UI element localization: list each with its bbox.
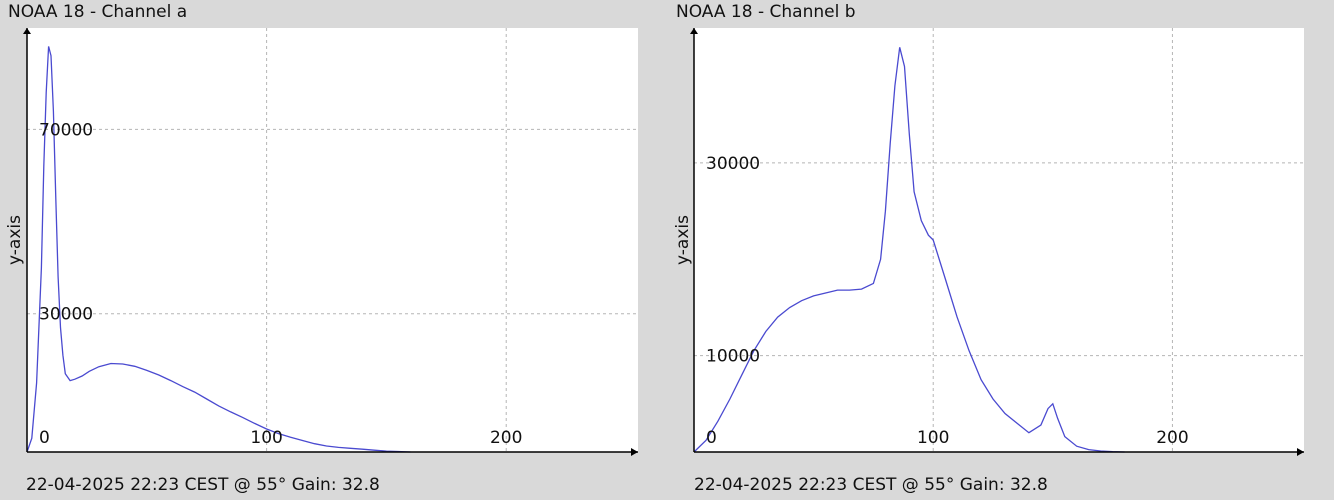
y-tick-label: 70000 bbox=[39, 120, 93, 140]
chart-footer: 22-04-2025 22:23 CEST @ 55° Gain: 32.8 bbox=[694, 475, 1048, 495]
y-tick-label: 30000 bbox=[39, 305, 93, 325]
chart-panel-b: NOAA 18 - Channel b 0 100 200 10000 30000 y-a… bbox=[668, 0, 1308, 500]
chart-b-svg: 0 100 200 10000 30000 y-axis bbox=[673, 28, 1304, 456]
chart-panel-a: NOAA 18 - Channel a 0 100 200 30000 70000 y-a… bbox=[0, 0, 640, 500]
x-tick-label: 200 bbox=[1156, 428, 1188, 448]
y-axis-label: y-axis bbox=[5, 215, 25, 265]
x-tick-label: 100 bbox=[250, 428, 282, 448]
chart-a-svg: 0 100 200 30000 70000 y-axis bbox=[5, 28, 638, 456]
x-axis-arrow bbox=[631, 448, 638, 456]
plot-area bbox=[27, 28, 638, 452]
chart-title: NOAA 18 - Channel a bbox=[8, 2, 188, 22]
data-line bbox=[693, 47, 1125, 453]
chart-footer: 22-04-2025 22:23 CEST @ 55° Gain: 32.8 bbox=[26, 475, 380, 495]
x-tick-label: 200 bbox=[490, 428, 522, 448]
x-tick-label: 100 bbox=[917, 428, 949, 448]
y-axis-label: y-axis bbox=[673, 215, 693, 265]
y-tick-label: 10000 bbox=[706, 347, 760, 367]
y-tick-label: 30000 bbox=[706, 154, 760, 174]
x-axis-arrow bbox=[1297, 448, 1304, 456]
plot-area bbox=[694, 28, 1304, 452]
data-line bbox=[26, 46, 411, 453]
x-tick-label: 0 bbox=[39, 428, 50, 448]
y-axis-arrow bbox=[690, 28, 698, 34]
chart-title: NOAA 18 - Channel b bbox=[676, 2, 856, 22]
y-axis-arrow bbox=[23, 28, 31, 34]
x-tick-label: 0 bbox=[706, 428, 717, 448]
